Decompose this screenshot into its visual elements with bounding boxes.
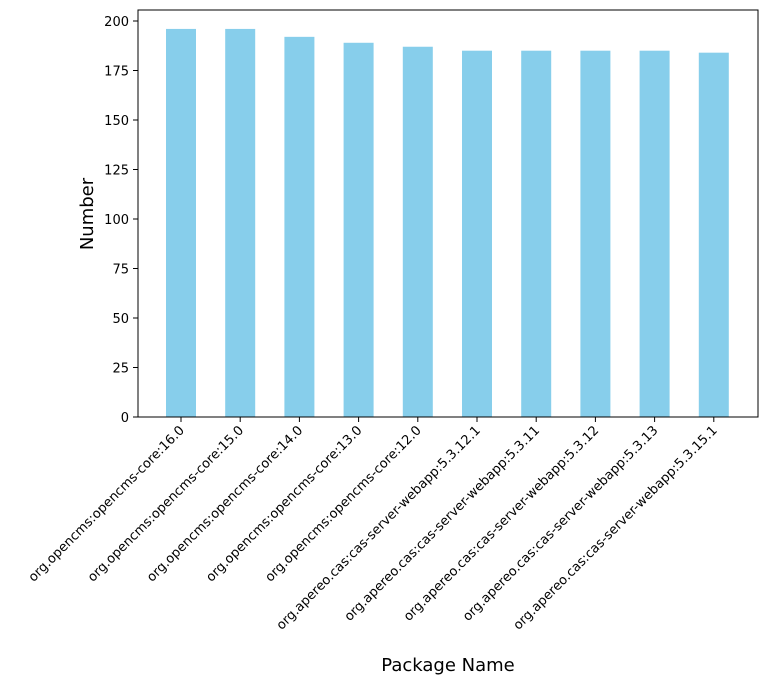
bar	[462, 50, 492, 417]
plot-frame	[137, 9, 759, 418]
y-tick-label: 0	[121, 411, 129, 426]
y-tick-label: 125	[104, 164, 129, 179]
bar	[284, 36, 315, 418]
y-tick-label: 25	[112, 362, 129, 377]
bars-group	[166, 28, 729, 418]
bar	[343, 42, 374, 417]
y-tick-label: 200	[104, 15, 129, 30]
bar	[698, 52, 729, 418]
bar	[166, 28, 196, 417]
y-tick-label: 150	[104, 114, 129, 129]
y-tick-label: 75	[112, 263, 129, 278]
x-tick-label: org.apereo.cas:cas-server-webapp:5.3.12.…	[274, 423, 484, 633]
y-axis-title: Number	[77, 177, 98, 250]
bar	[402, 46, 433, 418]
bar	[580, 50, 611, 417]
x-axis: org.opencms:opencms-core:16.0org.opencms…	[26, 417, 721, 633]
y-tick-label: 50	[112, 312, 129, 327]
x-axis-title: Package Name	[381, 655, 514, 676]
y-tick-label: 175	[104, 65, 129, 80]
y-tick-label: 100	[104, 213, 129, 228]
y-axis: 0 25 50 75 100 125 150 175 200	[104, 15, 138, 426]
bar	[225, 28, 256, 417]
bar	[521, 50, 552, 417]
bar	[639, 50, 670, 417]
x-tick-label: org.apereo.cas:cas-server-webapp:5.3.15.…	[511, 423, 721, 633]
